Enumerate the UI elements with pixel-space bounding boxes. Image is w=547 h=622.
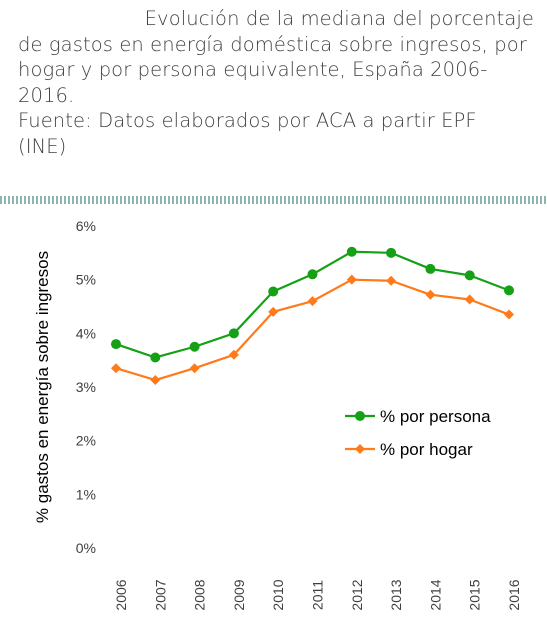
data-point <box>504 285 514 296</box>
y-axis-ticks: 0% 1% 2% 3% 4% 5% 6% <box>76 218 96 556</box>
data-point <box>386 275 397 286</box>
section-divider <box>0 196 547 204</box>
x-tick-label: 2015 <box>467 579 483 610</box>
data-point <box>386 247 397 258</box>
data-point <box>268 286 279 297</box>
legend-item: % por persona <box>345 407 491 426</box>
caption-line-5: Fuente: Datos elaborados por ACA a parti… <box>18 109 477 132</box>
data-point <box>228 349 239 360</box>
y-axis-label: % gastos en energía sobre ingresos <box>33 251 52 523</box>
data-point <box>228 328 239 339</box>
y-tick-label: 3% <box>76 379 96 395</box>
series-persona <box>111 246 514 363</box>
x-tick-label: 2007 <box>152 579 168 610</box>
x-tick-label: 2012 <box>349 579 365 610</box>
x-tick-label: 2006 <box>113 579 129 610</box>
legend-marker <box>355 411 365 421</box>
x-tick-label: 2009 <box>231 579 247 610</box>
data-point <box>307 296 318 307</box>
series-group <box>111 246 514 386</box>
chart-caption: Evolución de la mediana del porcentaje d… <box>18 6 534 159</box>
data-point <box>464 294 475 305</box>
y-tick-label: 0% <box>76 540 96 556</box>
data-point <box>189 341 200 352</box>
x-tick-label: 2010 <box>270 579 286 610</box>
legend-marker <box>355 444 365 454</box>
caption-line-1: Evolución de la mediana del porcentaje <box>144 7 534 30</box>
y-tick-label: 2% <box>76 433 96 449</box>
legend: % por persona % por hogar <box>345 407 491 459</box>
data-point <box>464 270 475 281</box>
data-point <box>150 352 161 363</box>
data-point <box>346 246 357 257</box>
data-point <box>150 375 161 386</box>
legend-label: % por hogar <box>380 440 473 459</box>
series-hogar <box>111 274 514 386</box>
caption-line-6: (INE) <box>18 134 67 158</box>
line-chart: 0%1%2%3%4%5%6% 2006 2007 2008 2009 2010 2011 2… <box>33 218 522 611</box>
caption-line-4: 2016. <box>18 83 75 107</box>
caption-line-3: hogar y por persona equivalente, España … <box>18 58 488 81</box>
x-axis-ticks: 2006 2007 2008 2009 2010 2011 2012 2013 2014 2015… <box>113 579 522 610</box>
data-point <box>346 274 357 285</box>
data-point <box>111 363 121 374</box>
y-tick-label: 5% <box>76 272 96 288</box>
y-tick-label: 1% <box>76 486 96 502</box>
y-tick-label: 4% <box>76 325 96 341</box>
x-tick-label: 2016 <box>506 579 522 610</box>
series-line <box>115 278 510 382</box>
legend-item: % por hogar <box>345 440 473 459</box>
caption-line-2: de gastos en energía doméstica sobre ing… <box>18 32 527 56</box>
x-tick-label: 2013 <box>388 579 404 610</box>
data-point <box>504 309 514 320</box>
y-tick-label: 6% <box>76 218 96 234</box>
legend-label: % por persona <box>380 407 491 426</box>
data-point <box>268 306 279 317</box>
data-point <box>189 363 200 374</box>
data-point <box>307 269 318 280</box>
x-tick-label: 2014 <box>427 579 443 610</box>
data-point <box>111 339 121 350</box>
data-point <box>425 289 436 300</box>
x-tick-label: 2011 <box>310 580 326 610</box>
data-point <box>425 263 436 274</box>
x-tick-label: 2008 <box>192 579 208 610</box>
